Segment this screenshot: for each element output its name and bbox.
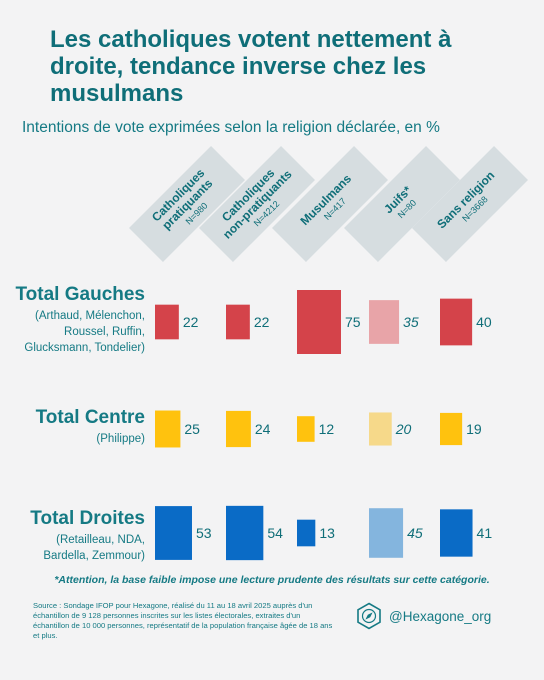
bar-0-4 xyxy=(440,298,473,346)
row-label-detail: (Philippe) xyxy=(96,433,145,445)
row-label-title: Total Centre xyxy=(35,407,145,428)
row-label-detail: (Retailleau, NDA, Bardella, Zemmour) xyxy=(43,534,145,562)
value-label-1-0: 25 xyxy=(184,421,200,437)
value-label-1-3: 20 xyxy=(395,421,412,437)
bar-1-4 xyxy=(440,412,463,446)
value-label-0-1: 22 xyxy=(254,314,270,330)
bar-2-2 xyxy=(297,519,316,547)
value-label-2-0: 53 xyxy=(196,525,212,541)
bar-2-1 xyxy=(226,505,264,561)
bar-0-2 xyxy=(297,290,341,354)
page-title: Les catholiques votent nettement à droit… xyxy=(50,26,452,107)
column-header-box xyxy=(344,146,460,262)
bar-1-0 xyxy=(155,410,181,448)
bar-2-0 xyxy=(155,506,192,560)
value-label-1-4: 19 xyxy=(466,421,482,437)
bar-2-4 xyxy=(440,509,473,557)
column-header-3: Juifs*N=80 xyxy=(344,146,460,262)
value-label-0-0: 22 xyxy=(183,314,199,330)
value-label-0-3: 35 xyxy=(403,314,419,330)
row-label-0: Total Gauches (Arthaud, Mélenchon, Roussel… xyxy=(0,284,145,356)
brand-handle[interactable]: @Hexagone_org xyxy=(355,602,491,630)
bar-1-2 xyxy=(297,416,315,442)
bar-2-3 xyxy=(369,508,404,558)
compass-hexagon-icon xyxy=(357,602,381,630)
row-label-2: Total Droites (Retailleau, NDA, Bardella, … xyxy=(0,508,145,564)
value-label-2-1: 54 xyxy=(267,525,283,541)
value-label-2-2: 13 xyxy=(319,525,335,541)
bar-0-3 xyxy=(369,300,400,344)
bar-0-1 xyxy=(226,304,250,340)
handle-text: @Hexagone_org xyxy=(389,608,492,624)
row-label-detail: (Arthaud, Mélenchon, Roussel, Ruffin, Gluc… xyxy=(24,310,145,354)
column-header-box xyxy=(129,146,245,262)
value-label-0-4: 40 xyxy=(476,314,492,330)
column-header-box xyxy=(199,146,315,262)
column-header-box xyxy=(272,146,388,262)
row-label-1: Total Centre (Philippe) xyxy=(0,407,145,447)
value-label-1-1: 24 xyxy=(255,421,271,437)
value-label-1-2: 12 xyxy=(319,421,335,437)
source-text: Source : Sondage IFOP pour Hexagone, réa… xyxy=(33,601,333,640)
value-label-0-2: 75 xyxy=(345,314,361,330)
value-label-2-3: 45 xyxy=(407,525,423,541)
value-label-2-4: 41 xyxy=(477,525,493,541)
bar-0-0 xyxy=(155,304,179,340)
bar-1-1 xyxy=(226,410,251,448)
row-label-title: Total Gauches xyxy=(15,284,145,305)
row-label-title: Total Droites xyxy=(30,508,145,529)
bar-1-3 xyxy=(369,412,392,446)
page-subtitle: Intentions de vote exprimées selon la re… xyxy=(22,119,440,136)
column-header-box xyxy=(412,146,528,262)
footnote: *Attention, la base faible impose une le… xyxy=(54,574,490,586)
